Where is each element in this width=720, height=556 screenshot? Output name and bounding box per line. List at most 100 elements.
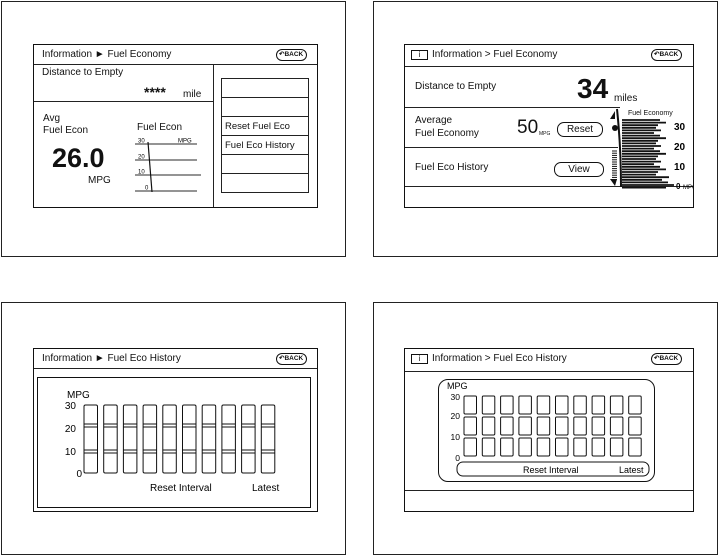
history-bar [201,404,217,474]
history-cell [555,416,569,436]
fuel-economy-screen-1 [33,44,318,208]
history-cell [500,416,514,436]
distance-to-empty-label: Distance to Empty [415,81,497,92]
history-bar [260,404,276,474]
history-bar [122,404,138,474]
history-cell [518,395,532,415]
history-bar [221,404,236,474]
menu-item[interactable] [222,79,308,98]
mini-chart-title: Fuel Econ [137,122,183,133]
history-cell [628,395,642,415]
breadcrumb: Information ► Fuel Eco History [42,353,181,364]
distance-value: **** [144,84,166,100]
history-cell [591,437,606,457]
history-bar [103,404,118,474]
back-arrow-icon: ↶ [279,51,285,58]
history-cell [481,437,496,457]
history-cell [518,416,532,436]
latest-label: Latest [252,483,279,494]
gauge-tick-label: 20 [674,142,686,153]
figure-frame-3 [1,302,346,555]
history-cell [536,395,551,415]
distance-to-empty-label: Distance to Empty [42,67,124,78]
back-button[interactable]: ↶BACK [276,353,308,365]
tick-label: 20 [138,155,145,161]
x-axis-label: Reset Interval [150,483,212,494]
history-bar [83,404,98,474]
history-cell [518,437,532,457]
gauge-unit: MPG [683,185,693,189]
back-arrow-icon: ↶ [279,355,285,362]
y-tick-label: 0 [455,453,460,463]
history-cell [555,395,569,415]
menu-item[interactable]: Reset Fuel Eco [222,117,308,136]
tick-label: 30 [138,139,145,145]
side-menu: Reset Fuel Eco Fuel Eco History [221,78,309,193]
back-button[interactable]: ↶BACK [651,353,683,365]
avg-label-2: Fuel Economy [415,128,479,139]
menu-item[interactable] [222,155,308,174]
avg-fuel-value: 26.0 [52,143,105,173]
view-button[interactable]: View [554,162,604,177]
y-tick-label: 10 [65,447,77,458]
y-tick-label: 30 [65,401,77,412]
reset-button[interactable]: Reset [557,122,603,137]
info-icon: i [411,354,428,364]
menu-item[interactable] [222,174,308,193]
mini-fuel-chart: 30 20 10 0 MPG [135,139,201,193]
latest-label: Latest [619,465,644,475]
y-tick-label: 30 [451,392,461,402]
axis-line [147,141,153,193]
interval-bar [456,461,650,477]
avg-fuel-value: 50 [517,117,539,138]
info-icon: i [411,50,428,60]
gauge-tick-label: 30 [674,122,686,133]
distance-unit: miles [614,93,638,104]
history-cell [609,395,624,415]
history-cell [555,437,569,457]
history-cell [573,416,587,436]
y-tick-label: 20 [65,424,77,435]
history-cell [591,395,606,415]
history-chart-box [438,379,655,482]
breadcrumb: Information > Fuel Eco History [432,353,567,364]
history-bar [241,404,256,474]
figure-frame-4 [373,302,718,555]
figure-frame-1 [1,1,346,257]
history-cell [573,395,587,415]
history-cell [500,395,514,415]
y-tick-label: 10 [451,432,461,442]
marker-dot-icon [612,125,618,131]
history-cell [591,416,606,436]
gauge-arc [616,108,622,188]
history-bar [162,404,177,474]
avg-unit: MPG [539,131,551,137]
history-bar [182,404,197,474]
figure-frame-2 [373,1,718,257]
avg-label-2: Fuel Econ [43,125,89,136]
menu-item[interactable] [222,98,308,117]
unit-label: MPG [178,139,192,145]
distance-unit: mile [183,89,202,100]
history-cell [463,416,477,436]
history-cell [463,437,477,457]
gauge-tick-label: 10 [674,162,686,173]
history-cell [481,395,496,415]
tick-label: 10 [138,170,145,176]
back-button[interactable]: ↶BACK [276,49,308,61]
distance-value: 34 [577,73,609,104]
tick-label: 0 [145,186,149,192]
y-axis-label: MPG [447,381,468,391]
y-tick-label: 20 [451,411,461,421]
menu-item[interactable]: Fuel Eco History [222,136,308,155]
breadcrumb: Information ► Fuel Economy [42,49,172,60]
up-arrow-icon [610,111,615,119]
history-cell [609,437,624,457]
back-button[interactable]: ↶BACK [651,49,683,61]
down-arrow-icon [610,179,617,186]
history-cell [536,437,551,457]
history-cell [628,437,642,457]
